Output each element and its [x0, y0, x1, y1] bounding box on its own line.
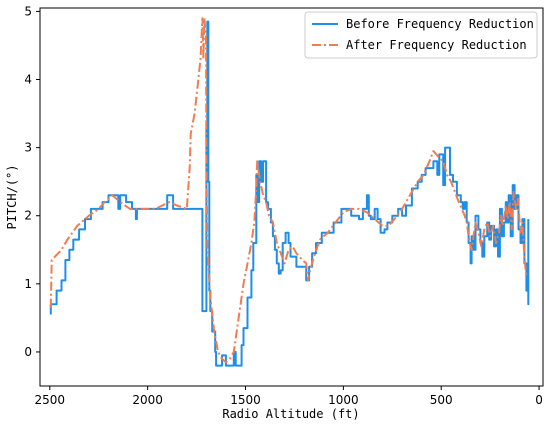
plot-background	[40, 8, 543, 386]
legend-label-after: After Frequency Reduction	[346, 38, 527, 52]
legend-label-before: Before Frequency Reduction	[346, 17, 534, 31]
y-axis: 0 1 2 3 4 5	[24, 4, 40, 359]
x-axis-label: Radio Altitude (ft)	[222, 407, 359, 421]
x-tick-label: 1000	[328, 393, 359, 407]
x-tick-label: 2000	[132, 393, 163, 407]
x-axis: 2500 2000 1500 1000 500 0	[35, 386, 543, 407]
legend-box	[304, 11, 538, 59]
y-axis-label: PITCH/(°)	[5, 164, 19, 229]
y-tick-label: 4	[24, 73, 32, 87]
y-tick-label: 3	[24, 141, 32, 155]
x-tick-label: 0	[535, 393, 543, 407]
y-tick-label: 2	[24, 209, 32, 223]
x-tick-label: 1500	[230, 393, 261, 407]
x-tick-label: 500	[430, 393, 453, 407]
y-tick-label: 1	[24, 277, 32, 291]
y-tick-label: 5	[24, 4, 32, 18]
y-tick-label: 0	[24, 345, 32, 359]
series-line-after	[49, 17, 528, 364]
series-layer	[49, 17, 530, 367]
x-tick-label: 2500	[35, 393, 66, 407]
legend: Before Frequency Reduction After Frequen…	[304, 11, 538, 59]
plot-frame	[39, 7, 544, 387]
